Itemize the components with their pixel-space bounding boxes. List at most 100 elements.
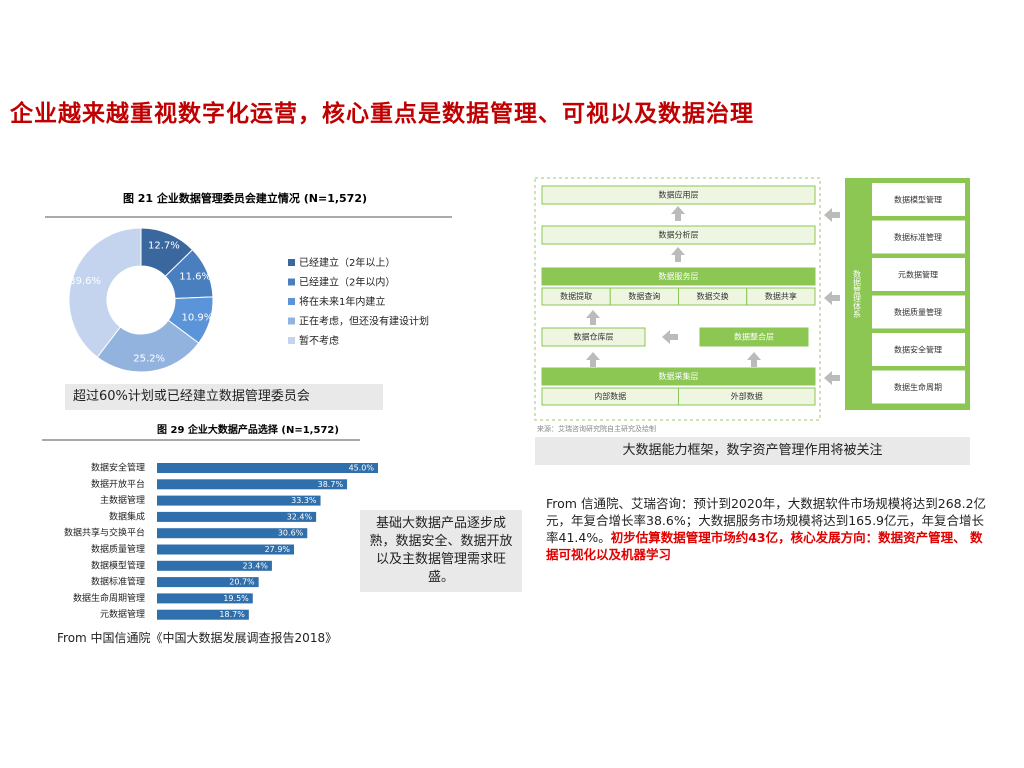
slice-label: 11.6% (179, 272, 211, 283)
management-item-label: 数据生命周期 (894, 382, 942, 392)
legend-label: 已经建立（2年以上） (299, 256, 395, 269)
layer (541, 267, 816, 286)
bar-source: From 中国信通院《中国大数据发展调查报告2018》 (57, 631, 338, 645)
bar (157, 463, 378, 473)
bar-category: 数据安全管理 (91, 462, 145, 474)
bar-label: 23.4% (242, 561, 268, 570)
bar-label: 45.0% (349, 464, 375, 473)
bar-category: 数据质量管理 (91, 543, 145, 555)
arrow (747, 352, 761, 367)
diagram-source: 来源：艾瑞咨询研究院自主研究及绘制 (537, 424, 656, 433)
layer-label: 数据仓库层 (574, 332, 614, 342)
arrow (586, 310, 600, 325)
layer-label: 数据应用层 (659, 190, 699, 200)
bar (157, 495, 321, 506)
slice-label: 39.6% (69, 276, 101, 287)
legend-swatch (288, 259, 295, 266)
service-item-label: 数据查询 (628, 291, 660, 301)
management-item (872, 183, 965, 216)
legend-swatch (288, 278, 295, 286)
management-item (872, 220, 965, 254)
legend-swatch (288, 337, 295, 344)
collection-item (678, 387, 816, 406)
layer (541, 367, 816, 386)
collection-item-label: 外部数据 (731, 391, 763, 401)
bar-category: 主数据管理 (100, 494, 145, 506)
bar-label: 27.9% (265, 545, 291, 554)
management-item (872, 370, 965, 404)
arrow (671, 247, 685, 262)
management-item-label: 数据标准管理 (894, 232, 942, 242)
diagram-frame (534, 177, 821, 421)
collection-item-label: 内部数据 (594, 391, 626, 401)
service-item (746, 287, 816, 306)
bar (157, 544, 295, 555)
bar-label: 19.5% (223, 594, 249, 603)
bar-label: 30.6% (278, 529, 304, 538)
arrow (824, 371, 840, 385)
legend-label: 暂不考虑 (299, 335, 339, 347)
slice-label: 25.2% (133, 353, 165, 364)
slice-label: 10.9% (182, 312, 214, 323)
bar (157, 528, 308, 539)
donut-slice (68, 227, 142, 358)
management-item (872, 258, 965, 291)
layer (699, 327, 809, 347)
legend-label: 将在未来1年内建立 (299, 295, 385, 308)
legend-swatch (288, 317, 295, 325)
bar-label: 20.7% (229, 578, 255, 587)
arrow (824, 208, 840, 222)
service-item-label: 数据交换 (697, 291, 729, 301)
legend-label: 正在考虑，但还没有建设计划 (299, 315, 429, 328)
management-item-label: 数据模型管理 (894, 195, 942, 205)
layer (541, 225, 816, 245)
slide-title: 企业越来越重视数字化运营，核心重点是数据管理、可视以及数据治理 (10, 101, 754, 127)
legend-label: 已经建立（2年以内） (299, 276, 395, 289)
bar-label: 18.7% (219, 610, 245, 619)
management-item-label: 数据安全管理 (894, 345, 942, 355)
layer (541, 327, 646, 347)
layer-label: 数据分析层 (659, 230, 699, 240)
layer-label: 数据采集层 (659, 371, 699, 381)
bar-category: 数据标准管理 (91, 576, 145, 588)
bar-category: 数据共享与交换平台 (64, 527, 145, 539)
bar (157, 479, 348, 490)
service-item-label: 数据共享 (765, 291, 797, 301)
bar-label: 33.3% (291, 496, 317, 505)
layer-label: 数据整合层 (734, 332, 774, 342)
donut-caption: 超过60%计划或已经建立数据管理委员会 (65, 384, 383, 410)
market-paragraph: From 信通院、艾瑞咨询：预计到2020年，大数据软件市场规模将达到268.2… (546, 495, 991, 563)
management-item (872, 333, 965, 366)
layer (541, 185, 816, 205)
bar-label: 32.4% (287, 512, 313, 521)
arrow (824, 291, 840, 305)
chart-title: 图 21 企业数据管理委员会建立情况 (N=1,572) (123, 191, 367, 205)
arrow (586, 352, 600, 367)
management-item-label: 数据质量管理 (894, 307, 942, 317)
bar-category: 数据模型管理 (91, 559, 145, 571)
layer-label: 数据服务层 (659, 271, 699, 281)
donut-slice (96, 319, 200, 373)
bar-category: 数据开放平台 (91, 478, 145, 490)
bar-category: 数据生命周期管理 (73, 592, 145, 604)
management-title: 数据管理体系 (853, 269, 862, 318)
paragraph-text: From 信通院、艾瑞咨询：预计到2020年，大数据软件市场规模将达到268.2… (546, 496, 987, 545)
bar (157, 511, 317, 522)
arrow (671, 206, 685, 221)
bar (157, 609, 249, 620)
paragraph-highlight: 初步估算数据管理市场约43亿，核心发展方向：数据资产管理、 数据可视化以及机器学… (546, 530, 983, 562)
bar (157, 577, 259, 588)
bar-note: 基础大数据产品逐步成熟，数据安全、数据开放以及主数据管理需求旺盛。 (360, 510, 522, 592)
bar (157, 560, 272, 571)
legend-swatch (288, 298, 295, 305)
bar-category: 数据集成 (109, 510, 145, 522)
arrow (662, 330, 678, 344)
diagram-caption: 大数据能力框架，数字资产管理作用将被关注 (535, 437, 970, 465)
management-item (872, 295, 965, 329)
management-item-label: 元数据管理 (898, 270, 938, 280)
bar (157, 593, 253, 604)
slice-label: 12.7% (148, 241, 180, 252)
service-item-label: 数据提取 (560, 291, 592, 301)
